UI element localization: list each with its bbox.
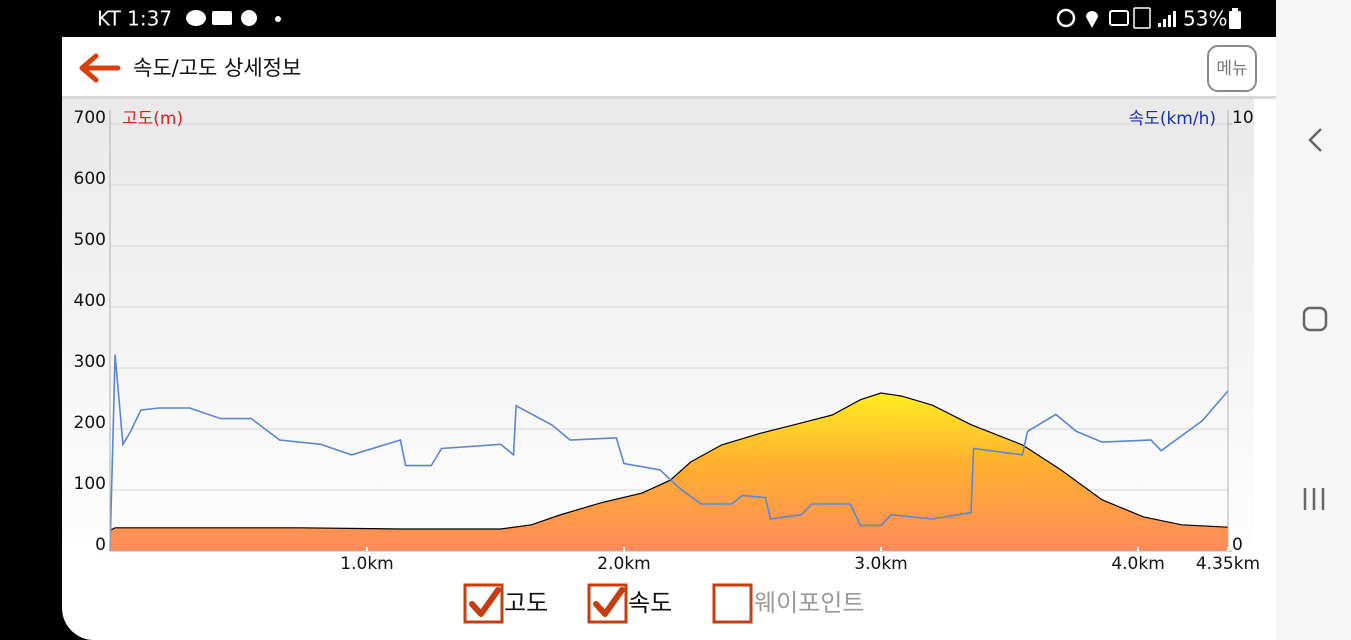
nav-recent[interactable] [1303, 488, 1325, 510]
y-tick-label: 200 [74, 413, 106, 433]
nav-bar [1276, 0, 1351, 640]
x-tick-label: 4.35km [1196, 554, 1260, 574]
legend: 고도 속도 웨이포인트 [463, 583, 864, 624]
y-tick-label: 600 [74, 169, 106, 189]
menu-button[interactable] [1207, 45, 1257, 92]
x-tick-label: 2.0km [597, 554, 650, 574]
y-axis-title: 고도(m) [122, 109, 183, 129]
nav-back[interactable] [1308, 128, 1322, 152]
header-shadow [62, 96, 1276, 99]
y-tick-label: 400 [74, 291, 106, 311]
chart: 0 100 200 300 400 500 600 700 0 10 고도(m) 속도(km/h) 1.… [74, 108, 1261, 574]
y-tick-label: 300 [74, 352, 106, 372]
y-tick-label: 700 [74, 108, 106, 128]
status-battery: 53% [1183, 7, 1227, 31]
altitude-line [109, 392, 1229, 531]
back-button[interactable] [79, 53, 121, 83]
menu-label: 메뉴 [1216, 59, 1247, 79]
x-tick-label: 4.0km [1111, 554, 1164, 574]
header-title: 속도/고도 상세정보 [133, 56, 301, 80]
altitude-area [110, 393, 1228, 551]
y2-tick-label: 10 [1232, 108, 1254, 128]
y-tick-label: 500 [74, 230, 106, 250]
nav-home[interactable] [1302, 306, 1328, 332]
legend-label: 속도 [628, 589, 672, 617]
y-tick-label: 0 [95, 535, 106, 555]
legend-label: 고도 [504, 589, 548, 617]
y2-axis-title: 속도(km/h) [1129, 109, 1216, 129]
status-time: KT 1:37 [97, 7, 172, 31]
speed-line [109, 354, 1229, 552]
status-icons [186, 7, 1241, 29]
x-tick-label: 1.0km [340, 554, 393, 574]
y-tick-label: 100 [74, 474, 106, 494]
x-tick-label: 3.0km [854, 554, 907, 574]
waypoint-toggle[interactable] [712, 583, 753, 624]
y2-tick-label: 0 [1232, 535, 1243, 555]
checkmark [469, 587, 501, 617]
waypoint-label: 웨이포인트 [754, 589, 864, 617]
checkmark [593, 587, 625, 617]
